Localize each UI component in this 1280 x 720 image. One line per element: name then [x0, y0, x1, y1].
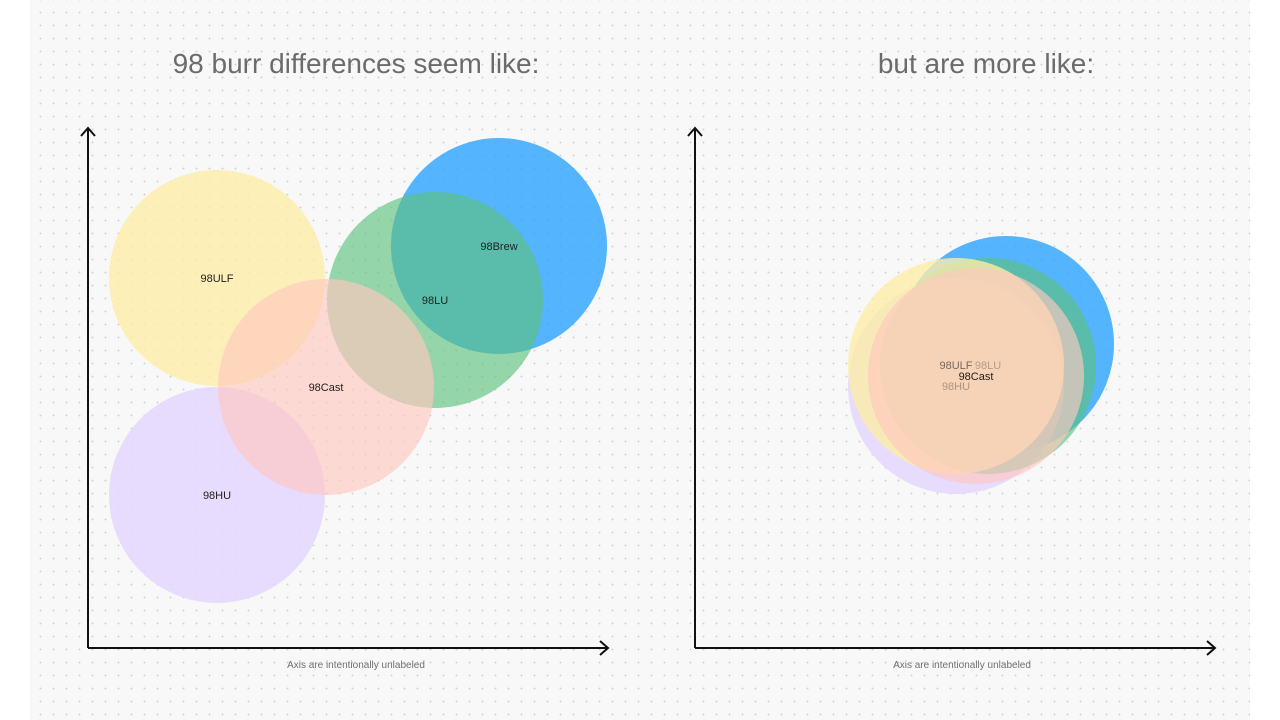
right-panel-title: but are more like:	[877, 48, 1095, 79]
left-label-98ULF: 98ULF	[200, 273, 233, 285]
left-axes	[80, 126, 610, 656]
right-label-98LU: 98LU	[975, 360, 1001, 372]
left-label-98HU: 98HU	[203, 490, 231, 502]
right-x-arrowhead	[1206, 640, 1217, 656]
left-x-arrowhead	[599, 640, 610, 656]
left-label-98LU: 98LU	[422, 295, 448, 307]
right-y-arrowhead	[687, 126, 703, 137]
right-axes	[687, 126, 1217, 656]
right-bubble-98Cast	[868, 268, 1084, 484]
left-bubble-98Cast	[218, 279, 434, 495]
right-bubble-group: 98HU 98LU 98ULF 98Cast	[848, 236, 1114, 494]
right-label-98HU: 98HU	[942, 381, 970, 393]
left-label-98Cast: 98Cast	[309, 382, 344, 394]
right-label-98Cast: 98Cast	[959, 371, 994, 383]
left-axis-caption: Axis are intentionally unlabeled	[287, 660, 425, 671]
right-axis-caption: Axis are intentionally unlabeled	[893, 660, 1031, 671]
left-panel-title: 98 burr differences seem like:	[172, 48, 540, 79]
right-label-98ULF: 98ULF	[939, 360, 972, 372]
left-label-98Brew: 98Brew	[480, 241, 517, 253]
left-y-arrowhead	[80, 126, 96, 137]
left-bubble-group: 98Brew 98ULF 98HU 98LU 98Cast	[109, 138, 607, 603]
